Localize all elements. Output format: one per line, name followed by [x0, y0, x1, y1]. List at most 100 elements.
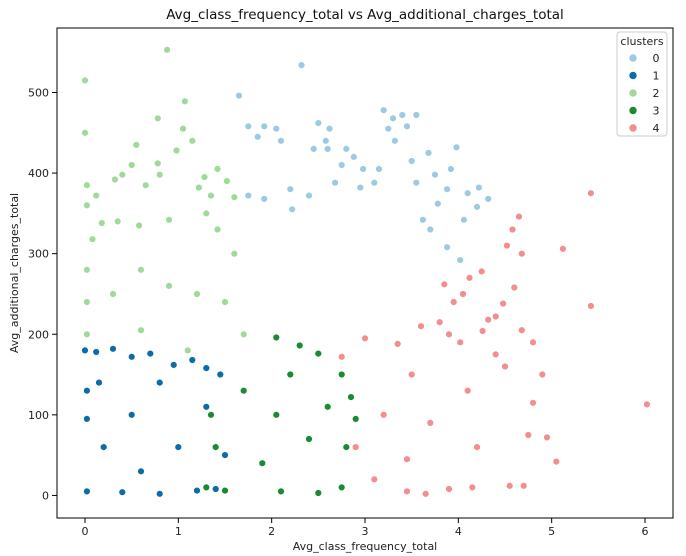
data-point: [213, 225, 222, 234]
data-point: [499, 299, 507, 308]
data-point: [391, 137, 399, 145]
data-point: [338, 161, 346, 169]
data-point: [95, 378, 103, 387]
data-point: [83, 298, 91, 306]
x-tick-label: 0: [82, 525, 89, 538]
data-point: [424, 149, 433, 157]
series-3: [202, 333, 360, 497]
data-point: [98, 219, 106, 227]
data-point: [492, 350, 500, 359]
data-point: [137, 266, 145, 274]
data-point: [408, 157, 416, 165]
data-point: [118, 171, 127, 179]
data-point: [99, 443, 108, 451]
data-point: [361, 334, 369, 342]
data-point: [478, 267, 486, 276]
data-point: [452, 143, 461, 152]
data-point: [445, 485, 453, 493]
data-point: [142, 181, 150, 189]
data-point: [506, 482, 514, 490]
data-point: [83, 330, 91, 338]
points-layer: [81, 46, 651, 498]
data-point: [518, 326, 526, 334]
data-point: [464, 189, 472, 197]
data-point: [235, 91, 243, 100]
data-point: [88, 235, 97, 243]
data-point: [643, 400, 651, 409]
data-point: [422, 490, 430, 498]
data-point: [193, 290, 201, 298]
series-0: [235, 61, 492, 264]
data-point: [468, 483, 476, 492]
legend-label: 4: [653, 122, 660, 135]
data-point: [352, 443, 360, 451]
data-point: [380, 411, 388, 419]
data-point: [221, 486, 229, 495]
data-point: [503, 241, 511, 250]
legend-label: 1: [653, 70, 660, 83]
data-point: [587, 302, 595, 310]
y-axis-label: Avg_additional_charges_total: [8, 193, 21, 353]
data-point: [202, 483, 211, 492]
y-tick-label: 500: [28, 86, 49, 99]
data-point: [370, 179, 378, 187]
data-point: [184, 346, 192, 355]
data-point: [223, 177, 231, 185]
x-tick-label: 6: [642, 525, 649, 538]
data-point: [244, 122, 253, 131]
y-tick-label: 200: [28, 328, 49, 341]
data-point: [137, 467, 145, 475]
data-point: [356, 183, 364, 192]
x-tick-label: 2: [268, 525, 275, 538]
data-point: [230, 250, 239, 258]
data-point: [518, 250, 526, 258]
data-point: [92, 348, 100, 356]
legend: clusters 0 1 2 3 4: [616, 31, 668, 137]
data-point: [83, 487, 91, 496]
data-point: [156, 490, 164, 498]
data-point: [200, 173, 209, 181]
data-point: [297, 61, 306, 69]
data-point: [331, 179, 339, 187]
data-point: [389, 114, 397, 123]
data-point: [83, 201, 91, 210]
data-point: [559, 245, 567, 253]
data-point: [484, 316, 492, 324]
data-point: [510, 283, 518, 292]
data-point: [272, 333, 280, 342]
data-point: [83, 181, 91, 189]
data-point: [213, 165, 222, 173]
data-point: [132, 141, 141, 149]
data-point: [342, 145, 350, 153]
data-point: [230, 193, 239, 201]
data-point: [447, 165, 455, 173]
data-point: [277, 487, 285, 496]
data-point: [380, 106, 388, 114]
data-point: [81, 76, 89, 85]
data-point: [587, 189, 595, 197]
data-point: [338, 370, 346, 379]
data-point: [408, 370, 416, 379]
legend-label: 3: [653, 105, 660, 118]
data-point: [286, 370, 294, 379]
data-point: [350, 153, 358, 161]
data-point: [524, 431, 532, 439]
data-point: [434, 200, 442, 208]
data-point: [81, 129, 89, 137]
data-point: [338, 353, 346, 361]
data-point: [398, 111, 406, 119]
data-point: [314, 489, 322, 497]
data-point: [128, 411, 136, 419]
plot-area: [56, 27, 674, 519]
data-point: [156, 171, 164, 179]
data-point: [212, 443, 220, 451]
legend-title: clusters: [620, 35, 663, 48]
data-point: [172, 146, 181, 155]
data-point: [221, 451, 229, 459]
data-point: [475, 183, 483, 192]
data-point: [501, 362, 509, 371]
y-axis: 0 100 200 300 400 500: [28, 86, 57, 502]
data-point: [322, 137, 330, 145]
x-axis-label: Avg_class_frequency_total: [293, 540, 438, 553]
